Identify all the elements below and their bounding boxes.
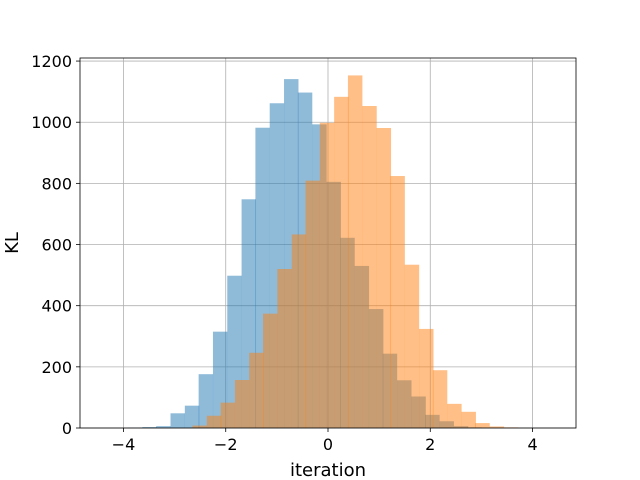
histogram-bar bbox=[249, 352, 264, 428]
y-tick-label: 1200 bbox=[31, 52, 72, 71]
histogram-bar bbox=[419, 328, 434, 428]
y-tick-label: 200 bbox=[41, 358, 72, 377]
histogram-bar bbox=[156, 426, 171, 428]
histogram-bar bbox=[263, 313, 278, 428]
histogram-bar bbox=[432, 370, 448, 428]
histogram-bar bbox=[192, 425, 207, 428]
histogram-bar bbox=[489, 426, 505, 428]
series-2 bbox=[192, 75, 519, 429]
histogram-bar bbox=[184, 405, 200, 428]
y-axis-title: KL bbox=[2, 232, 23, 254]
histogram-bar bbox=[475, 423, 490, 428]
axis-ticks: −4 −2 0 2 4 0 200 400 600 800 1000 1200 bbox=[31, 52, 537, 454]
histogram-bar bbox=[404, 264, 420, 428]
x-tick-label: −4 bbox=[112, 435, 136, 454]
histogram-bar bbox=[170, 413, 185, 428]
y-tick-label: 400 bbox=[41, 297, 72, 316]
histogram-bar bbox=[447, 403, 462, 428]
histogram-series bbox=[128, 75, 519, 429]
histogram-bar bbox=[347, 75, 363, 428]
histogram-bar bbox=[142, 427, 157, 428]
x-tick-label: 0 bbox=[323, 435, 333, 454]
histogram-bar bbox=[277, 268, 292, 428]
x-tick-label: −2 bbox=[214, 435, 238, 454]
histogram-bar bbox=[362, 106, 377, 428]
histogram-bar bbox=[319, 122, 335, 428]
y-tick-label: 1000 bbox=[31, 113, 72, 132]
histogram-bar bbox=[198, 374, 214, 428]
y-tick-label: 0 bbox=[62, 419, 72, 438]
y-tick-label: 600 bbox=[41, 236, 72, 255]
y-tick-label: 800 bbox=[41, 174, 72, 193]
histogram-bar bbox=[334, 96, 349, 428]
histogram-bar bbox=[376, 128, 392, 429]
x-axis-title: iteration bbox=[290, 460, 366, 480]
histogram-bar bbox=[234, 379, 250, 428]
histogram-bar bbox=[390, 176, 405, 428]
histogram-bar bbox=[461, 411, 476, 428]
histogram-bar bbox=[305, 180, 320, 428]
x-tick-label: 2 bbox=[425, 435, 435, 454]
x-tick-label: 4 bbox=[527, 435, 537, 454]
plot-frame bbox=[79, 57, 577, 429]
histogram-bar bbox=[291, 234, 307, 428]
histogram-bar bbox=[220, 402, 236, 428]
histogram-bar bbox=[206, 415, 222, 428]
